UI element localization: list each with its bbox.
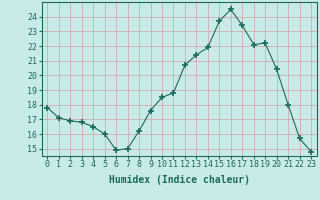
X-axis label: Humidex (Indice chaleur): Humidex (Indice chaleur) xyxy=(109,175,250,185)
